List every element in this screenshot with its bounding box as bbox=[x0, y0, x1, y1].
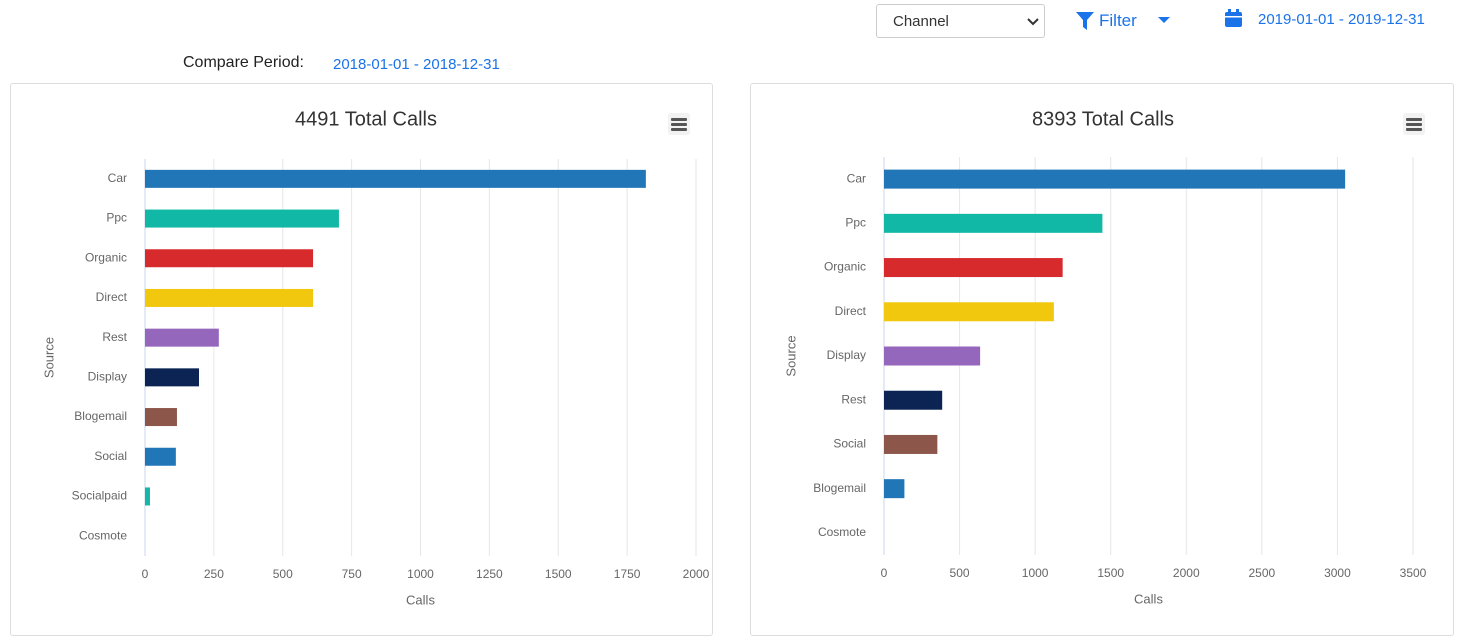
x-tick-label: 500 bbox=[950, 566, 970, 580]
bar bbox=[145, 209, 339, 228]
x-tick-label: 1750 bbox=[614, 567, 641, 581]
bar bbox=[145, 368, 199, 387]
x-tick-label: 2000 bbox=[1173, 566, 1200, 580]
y-tick-label: Rest bbox=[102, 330, 127, 344]
y-tick-label: Direct bbox=[96, 290, 128, 304]
x-axis-label: Calls bbox=[1134, 591, 1163, 606]
bar bbox=[145, 288, 314, 307]
menu-icon-line bbox=[1406, 118, 1422, 121]
bar bbox=[884, 258, 1063, 278]
bar bbox=[145, 487, 150, 506]
menu-icon-line bbox=[671, 128, 687, 131]
bar bbox=[884, 169, 1346, 189]
y-tick-label: Cosmote bbox=[818, 525, 866, 539]
y-tick-label: Direct bbox=[835, 304, 867, 318]
compare-range[interactable]: 2018-01-01 - 2018-12-31 bbox=[333, 56, 500, 73]
chart-title: 8393 Total Calls bbox=[1032, 108, 1174, 130]
x-tick-label: 1000 bbox=[1022, 566, 1049, 580]
bar bbox=[145, 169, 646, 188]
x-tick-label: 3000 bbox=[1324, 566, 1351, 580]
bar bbox=[884, 434, 938, 454]
x-tick-label: 250 bbox=[204, 567, 224, 581]
y-axis-label: Source bbox=[41, 337, 56, 378]
bar bbox=[884, 302, 1054, 322]
bar bbox=[884, 346, 981, 366]
x-tick-label: 0 bbox=[881, 566, 888, 580]
filter-icon bbox=[1076, 12, 1094, 30]
channel-select[interactable]: Channel bbox=[876, 4, 1045, 38]
menu-icon-line bbox=[1406, 128, 1422, 131]
y-tick-label: Socialpaid bbox=[72, 489, 127, 503]
x-tick-label: 1250 bbox=[476, 567, 503, 581]
y-tick-label: Car bbox=[847, 171, 866, 185]
bar bbox=[884, 479, 905, 499]
bar bbox=[145, 408, 177, 427]
x-tick-label: 1500 bbox=[1097, 566, 1124, 580]
y-tick-label: Cosmote bbox=[79, 528, 127, 542]
x-tick-label: 500 bbox=[273, 567, 293, 581]
menu-icon-line bbox=[1406, 123, 1422, 126]
x-tick-label: 750 bbox=[342, 567, 362, 581]
y-tick-label: Display bbox=[827, 348, 866, 362]
select-value: Channel bbox=[893, 13, 949, 30]
y-tick-label: Rest bbox=[841, 392, 866, 406]
y-tick-label: Organic bbox=[824, 260, 866, 274]
x-tick-label: 2500 bbox=[1249, 566, 1276, 580]
bar bbox=[884, 390, 943, 410]
menu-icon-line bbox=[671, 123, 687, 126]
y-tick-label: Ppc bbox=[106, 211, 127, 225]
chart-panel bbox=[750, 83, 1454, 636]
y-tick-label: Car bbox=[108, 171, 127, 185]
x-tick-label: 1500 bbox=[545, 567, 572, 581]
y-tick-label: Blogemail bbox=[74, 409, 127, 423]
bar bbox=[145, 328, 219, 347]
filter-label: Filter bbox=[1099, 11, 1137, 30]
y-tick-label: Blogemail bbox=[813, 481, 866, 495]
x-axis-label: Calls bbox=[406, 592, 435, 607]
x-tick-label: 2000 bbox=[683, 567, 710, 581]
y-tick-label: Social bbox=[94, 449, 127, 463]
y-axis-label: Source bbox=[783, 335, 798, 376]
bar bbox=[884, 213, 1103, 233]
x-tick-label: 1000 bbox=[407, 567, 434, 581]
select-arrow bbox=[1027, 18, 1039, 26]
y-tick-label: Organic bbox=[85, 250, 127, 264]
calendar-icon bbox=[1225, 9, 1242, 27]
filter-caret bbox=[1158, 17, 1170, 23]
y-tick-label: Social bbox=[833, 437, 866, 451]
chart-title: 4491 Total Calls bbox=[295, 108, 437, 130]
date-range[interactable]: 2019-01-01 - 2019-12-31 bbox=[1258, 11, 1425, 28]
y-tick-label: Ppc bbox=[845, 216, 866, 230]
chart-panel bbox=[10, 83, 713, 636]
bar bbox=[145, 249, 314, 268]
x-tick-label: 3500 bbox=[1400, 566, 1427, 580]
y-tick-label: Display bbox=[88, 370, 127, 384]
bar bbox=[145, 447, 176, 466]
menu-icon-line bbox=[671, 118, 687, 121]
compare-label: Compare Period: bbox=[183, 54, 304, 71]
x-tick-label: 0 bbox=[142, 567, 149, 581]
